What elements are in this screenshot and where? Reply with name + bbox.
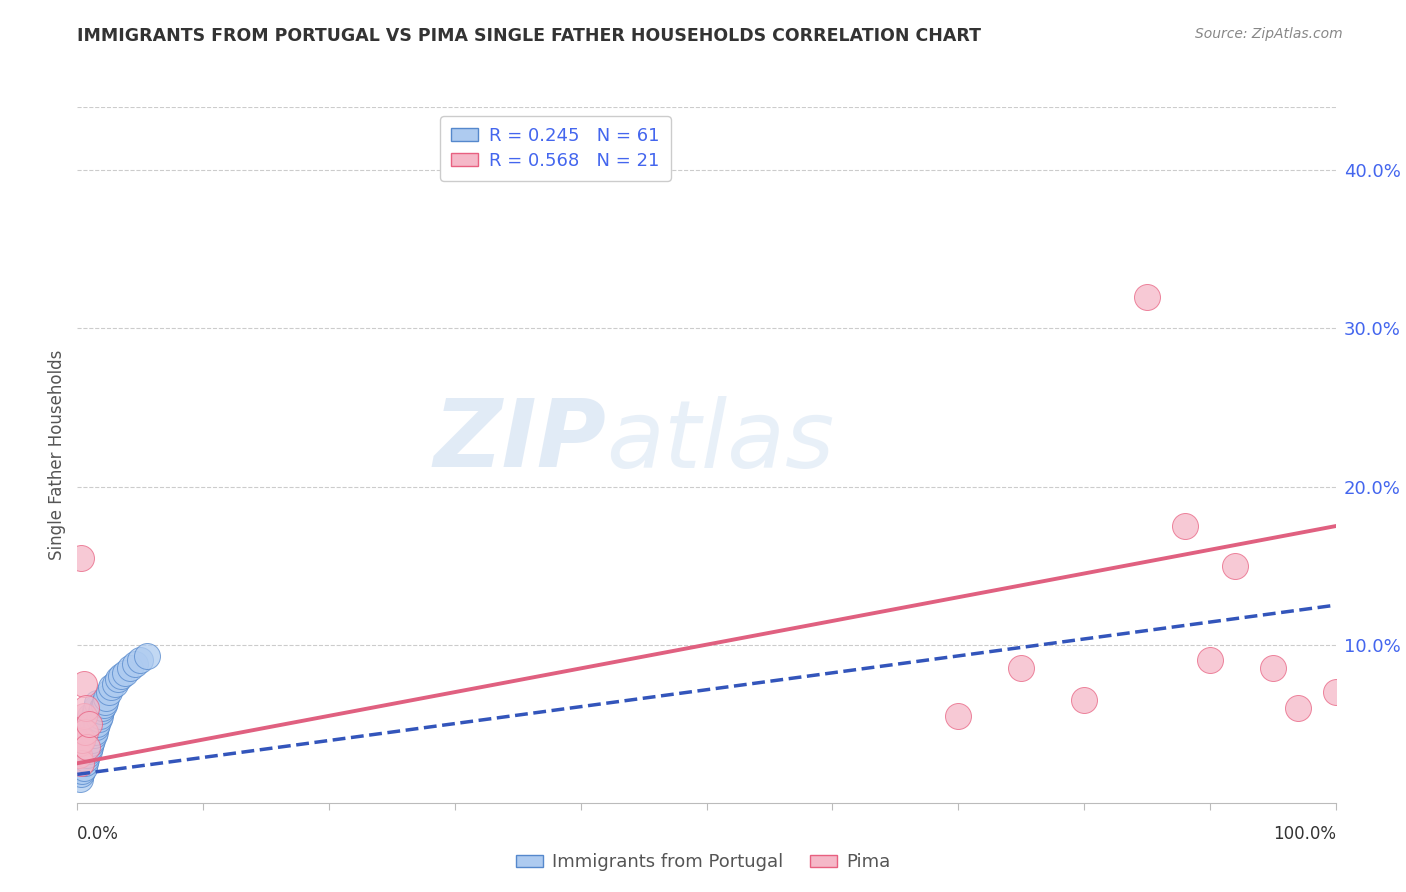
Point [73, 756, 96, 771]
Point [1010, 661, 1032, 675]
Point [110, 669, 132, 683]
Point [79, 724, 101, 739]
Point [77, 716, 100, 731]
Point [75, 737, 97, 751]
Point [86, 716, 108, 731]
Point [91, 701, 114, 715]
Point [72, 724, 94, 739]
Point [69, 736, 91, 750]
Point [72, 764, 94, 779]
Point [72, 751, 94, 765]
Point [93, 698, 115, 712]
Text: 0.0%: 0.0% [77, 825, 120, 843]
Point [84, 724, 107, 739]
Point [104, 677, 127, 691]
Point [76, 748, 98, 763]
Point [73, 730, 96, 744]
Point [67, 764, 90, 779]
Point [135, 648, 157, 663]
Point [67, 748, 90, 763]
Point [120, 661, 142, 675]
Point [90, 704, 112, 718]
Text: Source: ZipAtlas.com: Source: ZipAtlas.com [1195, 27, 1343, 41]
Point [77, 744, 100, 758]
Point [76, 740, 98, 755]
Point [70, 550, 93, 565]
Point [94, 695, 117, 709]
Point [84, 704, 107, 718]
Point [72, 708, 94, 723]
Text: IMMIGRANTS FROM PORTUGAL VS PIMA SINGLE FATHER HOUSEHOLDS CORRELATION CHART: IMMIGRANTS FROM PORTUGAL VS PIMA SINGLE … [77, 27, 981, 45]
Point [1324, 685, 1347, 699]
Point [70, 756, 93, 771]
Point [73, 744, 96, 758]
Point [79, 740, 101, 755]
Point [69, 751, 91, 765]
Point [70, 745, 93, 759]
Text: ZIP: ZIP [433, 395, 606, 487]
Point [97, 685, 120, 699]
Point [73, 724, 96, 739]
Point [75, 701, 97, 715]
Point [76, 716, 98, 731]
Point [79, 708, 101, 723]
Point [1198, 653, 1220, 667]
Point [75, 751, 97, 765]
Point [72, 761, 94, 775]
Point [67, 756, 90, 771]
Point [84, 701, 107, 715]
Point [72, 748, 94, 763]
Point [107, 673, 129, 687]
Point [72, 677, 94, 691]
Point [89, 708, 111, 723]
Point [114, 666, 136, 681]
Point [87, 712, 110, 726]
Point [1223, 558, 1246, 573]
Legend: Immigrants from Portugal, Pima: Immigrants from Portugal, Pima [509, 847, 897, 879]
Point [1261, 661, 1284, 675]
Point [72, 739, 94, 753]
Y-axis label: Single Father Households: Single Father Households [48, 350, 66, 560]
Point [1073, 693, 1095, 707]
Point [84, 720, 107, 734]
Point [82, 732, 104, 747]
Point [86, 696, 108, 710]
Point [72, 732, 94, 747]
Point [76, 732, 98, 747]
Text: atlas: atlas [606, 395, 834, 486]
Legend: R = 0.245   N = 61, R = 0.568   N = 21: R = 0.245 N = 61, R = 0.568 N = 21 [440, 116, 671, 181]
Point [70, 756, 93, 771]
Point [129, 653, 152, 667]
Point [77, 728, 100, 742]
Point [80, 736, 103, 750]
Point [70, 767, 93, 781]
Point [96, 691, 118, 706]
Point [1174, 519, 1197, 533]
Point [69, 761, 91, 775]
Point [82, 714, 104, 728]
Point [67, 748, 90, 763]
Point [100, 681, 122, 695]
Point [1136, 290, 1159, 304]
Point [69, 740, 91, 755]
Point [948, 708, 970, 723]
Point [69, 772, 91, 786]
Point [80, 720, 103, 734]
Point [70, 732, 93, 747]
Point [124, 657, 146, 671]
Point [72, 736, 94, 750]
Point [75, 723, 97, 737]
Text: 100.0%: 100.0% [1272, 825, 1336, 843]
Point [83, 708, 105, 723]
Point [1286, 701, 1309, 715]
Point [83, 728, 105, 742]
